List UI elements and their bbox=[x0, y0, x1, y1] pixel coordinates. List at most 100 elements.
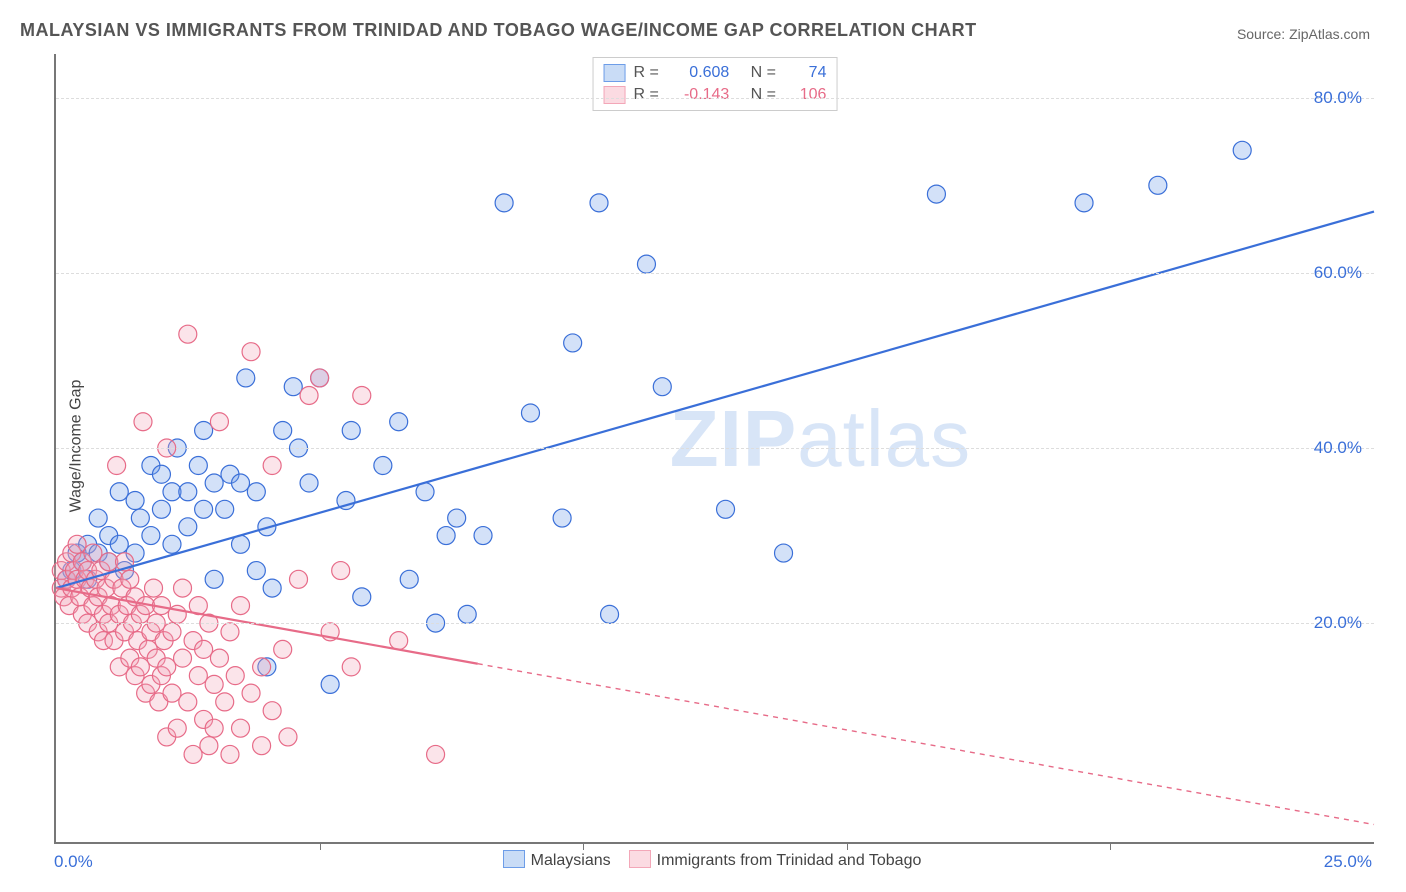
data-point bbox=[205, 570, 223, 588]
data-point bbox=[279, 728, 297, 746]
data-point bbox=[437, 527, 455, 545]
legend-label: Immigrants from Trinidad and Tobago bbox=[657, 852, 922, 869]
data-point bbox=[274, 421, 292, 439]
data-point bbox=[163, 535, 181, 553]
data-point bbox=[247, 562, 265, 580]
data-point bbox=[253, 658, 271, 676]
data-point bbox=[321, 675, 339, 693]
gridline bbox=[56, 98, 1374, 99]
data-point bbox=[274, 640, 292, 658]
data-point bbox=[775, 544, 793, 562]
y-tick-label: 60.0% bbox=[1314, 263, 1362, 283]
data-point bbox=[342, 658, 360, 676]
gridline bbox=[56, 623, 1374, 624]
data-point bbox=[205, 474, 223, 492]
data-point bbox=[134, 413, 152, 431]
regression-line bbox=[56, 212, 1374, 588]
data-point bbox=[374, 457, 392, 475]
data-point bbox=[184, 745, 202, 763]
data-point bbox=[163, 623, 181, 641]
x-tick-mark bbox=[320, 842, 321, 850]
data-point bbox=[221, 745, 239, 763]
data-point bbox=[110, 483, 128, 501]
data-point bbox=[210, 413, 228, 431]
data-point bbox=[195, 421, 213, 439]
data-point bbox=[174, 649, 192, 667]
data-point bbox=[189, 457, 207, 475]
regression-line-extrapolated bbox=[478, 664, 1374, 825]
y-tick-label: 20.0% bbox=[1314, 613, 1362, 633]
data-point bbox=[448, 509, 466, 527]
data-point bbox=[68, 535, 86, 553]
data-point bbox=[290, 570, 308, 588]
data-point bbox=[200, 737, 218, 755]
data-point bbox=[521, 404, 539, 422]
data-point bbox=[174, 579, 192, 597]
data-point bbox=[179, 325, 197, 343]
data-point bbox=[179, 483, 197, 501]
data-point bbox=[474, 527, 492, 545]
data-point bbox=[242, 684, 260, 702]
data-point bbox=[458, 605, 476, 623]
data-point bbox=[553, 509, 571, 527]
data-point bbox=[110, 535, 128, 553]
chart-container: MALAYSIAN VS IMMIGRANTS FROM TRINIDAD AN… bbox=[0, 0, 1406, 892]
chart-title: MALAYSIAN VS IMMIGRANTS FROM TRINIDAD AN… bbox=[20, 20, 977, 41]
data-point bbox=[1149, 176, 1167, 194]
data-point bbox=[284, 378, 302, 396]
gridline bbox=[56, 448, 1374, 449]
data-point bbox=[495, 194, 513, 212]
data-point bbox=[216, 500, 234, 518]
data-point bbox=[189, 667, 207, 685]
data-point bbox=[84, 544, 102, 562]
data-point bbox=[332, 562, 350, 580]
data-point bbox=[226, 667, 244, 685]
data-point bbox=[263, 457, 281, 475]
data-point bbox=[427, 745, 445, 763]
data-point bbox=[390, 632, 408, 650]
data-point bbox=[653, 378, 671, 396]
data-point bbox=[590, 194, 608, 212]
legend-swatch bbox=[629, 850, 651, 868]
data-point bbox=[179, 693, 197, 711]
x-tick-mark bbox=[1110, 842, 1111, 850]
y-tick-label: 40.0% bbox=[1314, 438, 1362, 458]
data-point bbox=[353, 386, 371, 404]
data-point bbox=[637, 255, 655, 273]
x-tick-mark bbox=[847, 842, 848, 850]
data-point bbox=[108, 457, 126, 475]
data-point bbox=[263, 702, 281, 720]
data-point bbox=[342, 421, 360, 439]
data-point bbox=[263, 579, 281, 597]
data-point bbox=[145, 579, 163, 597]
data-point bbox=[142, 527, 160, 545]
data-point bbox=[717, 500, 735, 518]
data-point bbox=[564, 334, 582, 352]
data-point bbox=[195, 500, 213, 518]
data-point bbox=[179, 518, 197, 536]
data-point bbox=[253, 737, 271, 755]
data-point bbox=[247, 483, 265, 501]
legend-series: MalaysiansImmigrants from Trinidad and T… bbox=[0, 850, 1406, 870]
data-point bbox=[237, 369, 255, 387]
data-point bbox=[232, 719, 250, 737]
legend-swatch bbox=[604, 86, 626, 104]
y-tick-label: 80.0% bbox=[1314, 88, 1362, 108]
data-point bbox=[353, 588, 371, 606]
data-point bbox=[131, 658, 149, 676]
x-tick-mark bbox=[583, 842, 584, 850]
data-point bbox=[205, 719, 223, 737]
data-point bbox=[152, 500, 170, 518]
data-point bbox=[1233, 141, 1251, 159]
data-point bbox=[300, 474, 318, 492]
data-point bbox=[927, 185, 945, 203]
data-point bbox=[232, 597, 250, 615]
data-point bbox=[131, 509, 149, 527]
data-point bbox=[126, 492, 144, 510]
data-point bbox=[205, 675, 223, 693]
data-point bbox=[89, 509, 107, 527]
data-point bbox=[311, 369, 329, 387]
source-label: Source: ZipAtlas.com bbox=[1237, 26, 1370, 42]
data-point bbox=[242, 343, 260, 361]
data-point bbox=[121, 570, 139, 588]
